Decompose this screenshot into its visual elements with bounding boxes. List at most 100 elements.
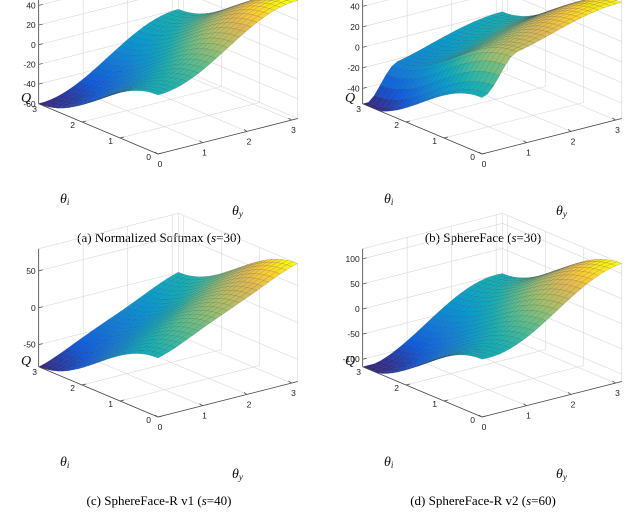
chart-axes: -100 -50 0 50 100 0 1 2 3 0 1 2 3 <box>343 248 622 432</box>
surface-patch <box>439 67 451 81</box>
surface-patch <box>476 292 488 298</box>
surface-patch <box>141 34 154 41</box>
surface-patch <box>43 103 56 108</box>
surface-patch <box>245 288 258 295</box>
surface-patch <box>104 76 117 82</box>
theta-y-tick-label: 3 <box>291 388 296 398</box>
surface-patch <box>103 80 116 87</box>
surface-patch <box>492 330 505 336</box>
surface-patch <box>483 327 495 334</box>
surface-patch <box>554 13 567 18</box>
surface-patch <box>88 360 100 366</box>
surface-patch <box>571 8 584 13</box>
theta-i-tick-label: 3 <box>32 367 37 377</box>
surface-patch <box>423 56 436 61</box>
surface-patch <box>414 359 426 365</box>
surface-patch <box>193 324 205 332</box>
theta-y-axis <box>157 381 298 418</box>
surface-patch <box>587 273 599 280</box>
surface-patch <box>569 264 581 269</box>
floor-gridline <box>83 92 203 143</box>
surface-patch <box>552 271 564 277</box>
surface-patch <box>472 354 483 358</box>
surface-patch <box>541 306 554 314</box>
surface-patch <box>216 45 229 54</box>
surface-patch <box>434 69 446 83</box>
surface-patch <box>503 26 515 32</box>
surface-patch <box>480 47 493 54</box>
surface-patch <box>476 91 489 98</box>
surface-patch <box>498 285 510 290</box>
surface-patch <box>93 359 105 365</box>
surface-patch <box>138 318 150 324</box>
surface-patch <box>465 319 478 327</box>
surface-patch <box>147 351 160 357</box>
surface-patch <box>124 72 136 80</box>
surface-patch <box>493 30 505 36</box>
surface-patch <box>564 14 577 20</box>
surface-patch <box>160 278 173 285</box>
floor-gridline <box>443 365 584 402</box>
q-tick-label: -20 <box>347 63 360 73</box>
surface-patch <box>513 35 526 40</box>
surface-patch <box>423 337 436 344</box>
surface-patch <box>257 259 268 264</box>
surface-patch <box>469 346 481 351</box>
surface-patch <box>147 29 159 36</box>
surface-patch <box>508 20 520 24</box>
theta-i-axis <box>38 103 159 155</box>
floor-gridline <box>443 102 584 139</box>
surface-patch <box>594 261 607 266</box>
surface-patch <box>383 99 395 108</box>
surface-patch <box>437 58 449 64</box>
surface-patch <box>447 316 459 323</box>
surface-patch <box>471 90 484 96</box>
surface-patch <box>475 47 488 55</box>
surface-patch <box>147 298 159 304</box>
surface-patch <box>103 342 115 348</box>
surface-patch <box>227 267 239 273</box>
surface-patch <box>170 281 183 287</box>
surface-patch <box>208 280 220 287</box>
q-tick <box>38 306 43 309</box>
surface-patch <box>463 306 476 312</box>
surface-patch <box>440 327 453 334</box>
surface-patch <box>60 95 73 101</box>
floor-gridline <box>81 349 222 386</box>
surface-patch <box>456 52 468 60</box>
surface-patch <box>420 67 433 78</box>
floor-gridline <box>405 86 546 123</box>
surface-patch <box>79 361 91 367</box>
surface-patch <box>488 39 500 45</box>
surface-patch <box>280 264 293 271</box>
surface-patch <box>504 295 516 302</box>
surface-patch <box>477 309 490 316</box>
surface-patch <box>518 279 530 285</box>
surface-patch <box>558 4 570 9</box>
surface-patch <box>388 99 400 108</box>
surface-patch <box>133 88 144 91</box>
surface-patch <box>479 33 491 38</box>
surface-patch <box>392 369 404 374</box>
theta-y-tick <box>523 403 527 406</box>
chart-axes: -60-40-20020406001230123 <box>23 0 298 169</box>
surface-patch <box>116 85 128 92</box>
surface-patch <box>598 3 611 8</box>
surface-patch <box>472 81 485 91</box>
surface-patch <box>524 36 536 42</box>
surface-patch <box>468 45 480 52</box>
surface-patch <box>171 50 183 58</box>
surface-patch <box>118 338 130 345</box>
surface-patch <box>251 284 264 291</box>
surface-patch <box>510 290 522 297</box>
surface-patch <box>252 278 265 285</box>
surface-patch <box>218 11 229 18</box>
surface-patch <box>506 336 519 343</box>
q-tick <box>38 23 43 26</box>
surface-patch <box>473 44 485 50</box>
surface-patch <box>424 357 436 363</box>
surface-patch <box>246 14 259 21</box>
surface-patch <box>100 351 112 358</box>
surface-patch <box>581 277 593 285</box>
theta-i-tick-label: 2 <box>394 120 399 130</box>
